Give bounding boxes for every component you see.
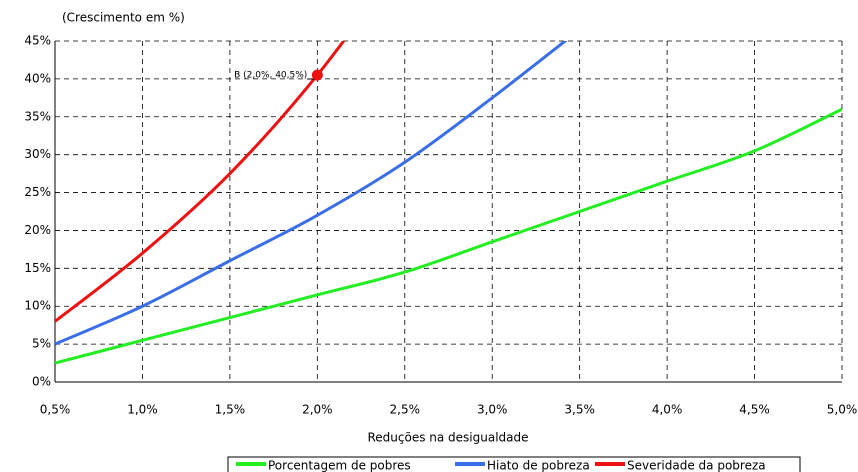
line-series xyxy=(55,107,842,365)
annotation-label: B (2,0%, 40,5%) xyxy=(234,71,307,81)
line-series xyxy=(55,41,346,323)
y-tick-label: 45% xyxy=(24,34,51,48)
y-tick-label: 25% xyxy=(24,185,51,199)
legend-label: Severidade da pobreza xyxy=(627,459,766,472)
y-tick-label: 35% xyxy=(24,109,51,123)
x-tick-label: 5,0% xyxy=(827,403,858,417)
y-tick-label: 0% xyxy=(32,375,51,389)
legend-box xyxy=(227,456,801,472)
y-tick-label: 5% xyxy=(32,337,51,351)
legend-label: Hiato de pobreza xyxy=(487,459,590,472)
legend-label: Porcentagem de pobres xyxy=(268,459,411,472)
x-tick-label: 3,5% xyxy=(564,403,595,417)
x-tick-label: 1,0% xyxy=(127,403,158,417)
x-tick-label: 4,5% xyxy=(739,403,770,417)
y-axis-title: (Crescimento em %) xyxy=(62,11,185,25)
plot-area xyxy=(55,41,842,365)
annotation-point xyxy=(311,69,323,81)
y-tick-label: 20% xyxy=(24,223,51,237)
x-tick-label: 0,5% xyxy=(40,403,71,417)
x-tick-label: 1,5% xyxy=(215,403,246,417)
x-tick-label: 4,0% xyxy=(652,403,683,417)
y-tick-label: 40% xyxy=(24,71,51,85)
y-tick-label: 10% xyxy=(24,299,51,313)
y-tick-label: 15% xyxy=(24,261,51,275)
x-tick-label: 2,0% xyxy=(302,403,333,417)
line-series xyxy=(55,41,568,346)
x-axis-title: Reduções na desigualdade xyxy=(367,431,528,445)
y-tick-label: 30% xyxy=(24,147,51,161)
x-tick-label: 3,0% xyxy=(477,403,508,417)
x-tick-label: 2,5% xyxy=(390,403,421,417)
